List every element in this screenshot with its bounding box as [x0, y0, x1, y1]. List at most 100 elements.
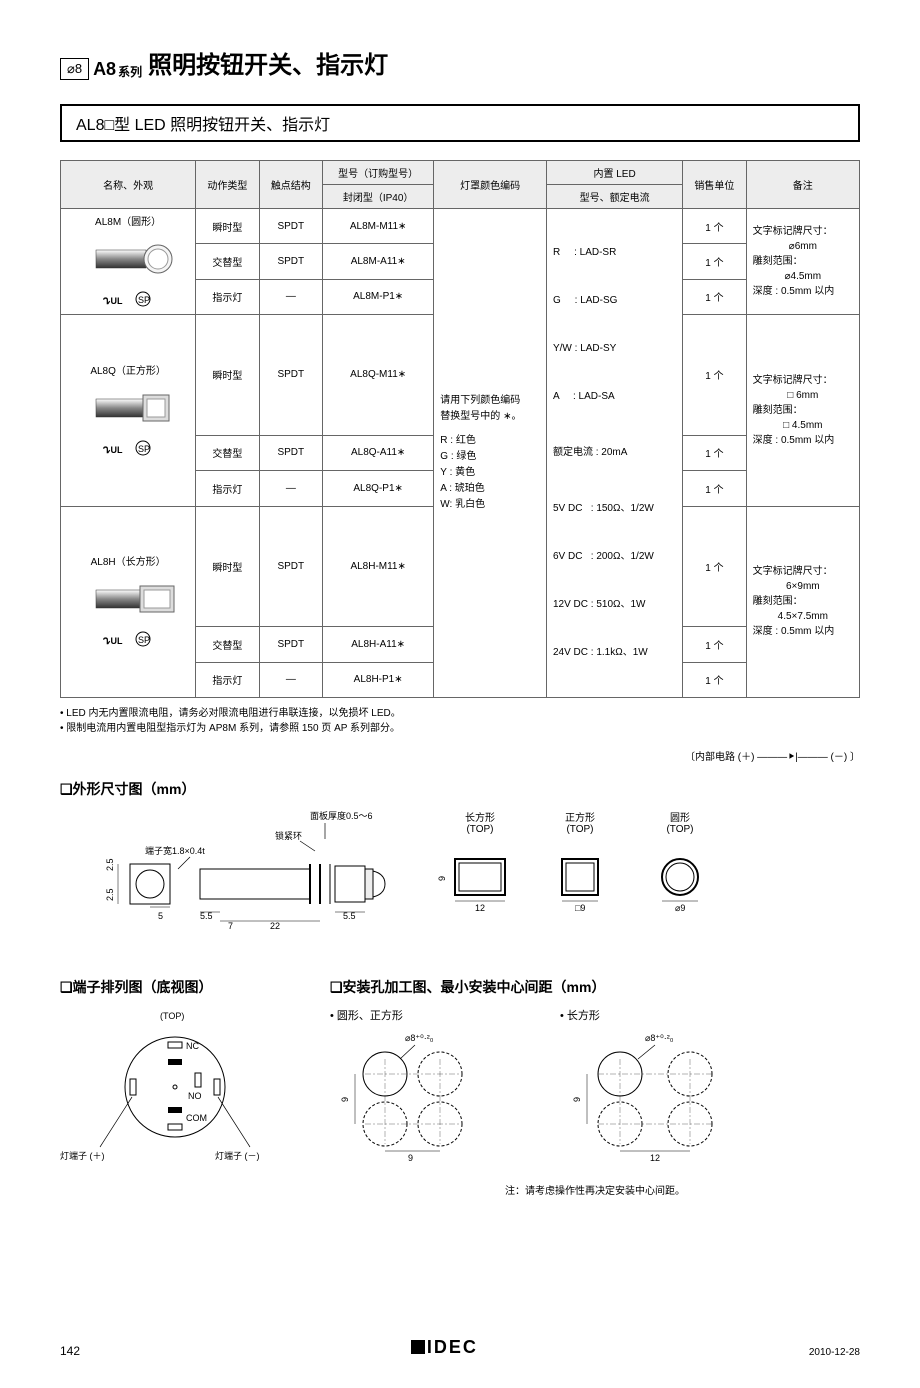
cell-contact: —	[259, 471, 322, 506]
led-l4: A : LAD-SA	[553, 389, 676, 405]
com-label: COM	[186, 1113, 207, 1123]
dim-c9: ⌀9	[675, 903, 685, 913]
cell-model: AL8H-M11∗	[323, 506, 434, 627]
section-title-box: AL8□型 LED 照明按钮开关、指示灯	[60, 104, 860, 142]
product-table: 名称、外观 动作类型 触点结构 型号（订购型号） 灯罩颜色编码 内置 LED 销…	[60, 160, 860, 698]
cell-model: AL8Q-A11∗	[323, 435, 434, 470]
th-unit: 销售单位	[683, 161, 746, 209]
dim-7: 7	[228, 921, 233, 931]
square-top-label: 正方形 (TOP)	[540, 809, 620, 835]
cert-marks: ᖊUL SP	[67, 440, 189, 459]
cell-contact: SPDT	[259, 209, 322, 244]
remarks-cell: 文字标记牌尺寸： □ 6mm 雕刻范围： □ 4.5mm 深度 : 0.5mm …	[746, 315, 859, 507]
group-name: AL8M（圆形）	[67, 213, 189, 228]
cert-marks: ᖊUL SP	[67, 291, 189, 310]
dimensions-diagrams: 面板厚度0.5～6 锁紧环 端子宽1.8×0.4t 2.5 2.5 5 5.5 …	[60, 809, 860, 949]
cell-action: 交替型	[196, 627, 259, 662]
group-cell-al8q: AL8Q（正方形） ᖊUL SP	[61, 315, 196, 507]
ul-csa-icon: ᖊUL SP	[103, 440, 153, 456]
page-footer: 142 IDEC 2010-12-28	[60, 1317, 860, 1358]
cell-unit: 1 个	[683, 209, 746, 244]
note-2: • 限制电流用内置电阻型指示灯为 AP8M 系列，请参照 150 页 AP 系列…	[60, 721, 860, 736]
dim-12: 12	[475, 903, 485, 913]
mount-diagram-round: ⌀8⁺⁰·²₀ 9 9	[330, 1029, 500, 1169]
rm-l4: □ 4.5mm	[753, 418, 853, 433]
dim-sq9: □9	[575, 903, 585, 913]
cell-unit: 1 个	[683, 435, 746, 470]
page-title: 照明按钮开关、指示灯	[148, 45, 388, 80]
mount-9h: 9	[408, 1153, 413, 1163]
cell-contact: —	[259, 279, 322, 314]
cell-model: AL8M-M11∗	[323, 209, 434, 244]
svg-text:SP: SP	[138, 295, 150, 305]
lock-ring-label: 锁紧环	[275, 830, 302, 841]
series-suffix: 系列	[118, 63, 142, 80]
th-led-sub: 型号、额定电流	[546, 185, 682, 209]
cell-unit: 1 个	[683, 315, 746, 436]
rm-l5: 深度 : 0.5mm 以内	[753, 284, 853, 299]
lens-l4: G : 绿色	[440, 449, 540, 465]
bottom-section: ❏端子排列图（底视图） (TOP) NC NO COM 灯端子 (＋) 灯端子 …	[60, 969, 860, 1197]
page-header: ⌀8 A8 系列 照明按钮开关、指示灯	[60, 45, 860, 80]
cell-action: 交替型	[196, 244, 259, 279]
led-l2: G : LAD-SG	[553, 293, 676, 309]
group-name: AL8Q（正方形）	[67, 362, 189, 377]
cert-marks: ᖊUL SP	[67, 631, 189, 650]
cell-action: 交替型	[196, 435, 259, 470]
group-cell-al8m: AL8M（圆形） ᖊUL SP	[61, 209, 196, 315]
series-label: A8	[93, 59, 116, 80]
terminal-diagram: (TOP) NC NO COM 灯端子 (＋) 灯端子 (－)	[60, 1007, 290, 1167]
product-image-square	[78, 381, 178, 436]
led-l6: 5V DC : 150Ω、1/2W	[553, 501, 676, 517]
remarks-cell: 文字标记牌尺寸： 6×9mm 雕刻范围： 4.5×7.5mm 深度 : 0.5m…	[746, 506, 859, 698]
group-cell-al8h: AL8H（长方形） ᖊUL SP	[61, 506, 196, 698]
led-l7: 6V DC : 200Ω、1/2W	[553, 549, 676, 565]
cell-action: 指示灯	[196, 471, 259, 506]
cell-model: AL8H-P1∗	[323, 662, 434, 697]
rm-l1: 文字标记牌尺寸：	[753, 564, 853, 579]
cell-action: 瞬时型	[196, 506, 259, 627]
logo: IDEC	[411, 1337, 478, 1358]
lens-l3: R : 红色	[440, 433, 540, 449]
cell-contact: SPDT	[259, 627, 322, 662]
cell-model: AL8H-A11∗	[323, 627, 434, 662]
product-image-circle	[78, 232, 178, 287]
rm-l3: 雕刻范围：	[753, 254, 853, 269]
group-name: AL8H（长方形）	[67, 553, 189, 568]
svg-text:ᖊUL: ᖊUL	[103, 445, 123, 455]
rm-l2: □ 6mm	[753, 388, 853, 403]
dim-5-5b: 5.5	[343, 911, 356, 921]
lens-code-cell: 请用下列颜色编码 替换型号中的 ∗。 R : 红色 G : 绿色 Y : 黄色 …	[434, 209, 547, 698]
led-l5: 额定电流 : 20mA	[553, 445, 676, 461]
dim-22: 22	[270, 921, 280, 931]
th-led-top: 内置 LED	[546, 161, 682, 185]
lens-l5: Y : 黄色	[440, 465, 540, 481]
cell-model: AL8Q-M11∗	[323, 315, 434, 436]
th-remarks: 备注	[746, 161, 859, 209]
led-l3: Y/W : LAD-SY	[553, 341, 676, 357]
circle-top-label: 圆形 (TOP)	[640, 809, 720, 835]
mount-9v-2: 9	[572, 1097, 582, 1102]
svg-text:ᖊUL: ᖊUL	[103, 636, 123, 646]
mount-diagram-rect: ⌀8⁺⁰·²₀ 9 12	[560, 1029, 750, 1169]
dim-5: 5	[158, 911, 163, 921]
terminal-heading: ❏端子排列图（底视图）	[60, 977, 290, 997]
terminal-width-label: 端子宽1.8×0.4t	[145, 845, 205, 856]
rm-l4: ⌀4.5mm	[753, 269, 853, 284]
cell-action: 瞬时型	[196, 209, 259, 244]
th-model-sub: 封闭型（IP40）	[323, 185, 434, 209]
table-notes: • LED 内无内置限流电阻，请务必对限流电阻进行串联连接，以免损坏 LED。 …	[60, 706, 860, 736]
remarks-cell: 文字标记牌尺寸： ⌀6mm 雕刻范围： ⌀4.5mm 深度 : 0.5mm 以内	[746, 209, 859, 315]
mount-12: 12	[650, 1153, 660, 1163]
mount-d8-2: ⌀8⁺⁰·²₀	[645, 1033, 674, 1043]
lamp-minus-label: 灯端子 (－)	[215, 1150, 260, 1161]
lamp-plus-label: 灯端子 (＋)	[60, 1150, 105, 1161]
section-title: AL8□型 LED 照明按钮开关、指示灯	[76, 117, 330, 134]
rm-l4: 4.5×7.5mm	[753, 609, 853, 624]
cell-unit: 1 个	[683, 279, 746, 314]
dimensions-heading: ❏外形尺寸图（mm）	[60, 779, 860, 799]
ul-csa-icon: ᖊUL SP	[103, 631, 153, 647]
cell-model: AL8M-P1∗	[323, 279, 434, 314]
lens-l2: 替换型号中的 ∗。	[440, 409, 540, 425]
cell-unit: 1 个	[683, 471, 746, 506]
